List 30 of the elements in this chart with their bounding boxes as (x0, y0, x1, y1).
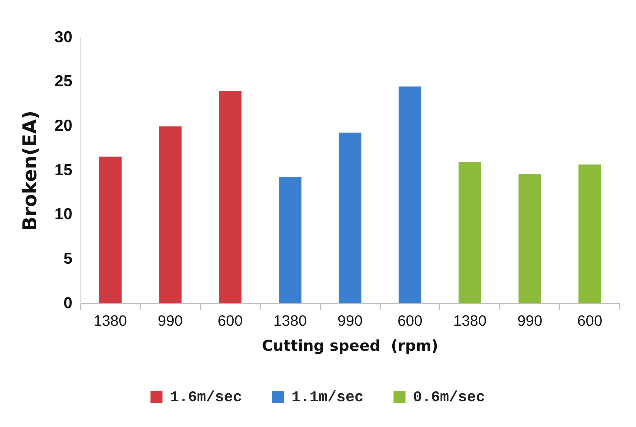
bar (99, 156, 122, 304)
x-axis-title: Cutting speed (rpm) (262, 336, 439, 355)
y-axis-title: Broken(EA) (19, 110, 42, 232)
bar (338, 132, 362, 304)
legend-label: 1.1m/sec (292, 389, 364, 406)
bar (279, 177, 302, 304)
legend-label: 1.6m/sec (170, 389, 242, 406)
y-tick-label: 15 (54, 162, 73, 180)
bar (159, 126, 182, 304)
y-tick-label: 20 (54, 118, 73, 136)
bar (578, 164, 602, 304)
x-tick-label: 600 (578, 313, 603, 330)
y-tick-label: 10 (54, 206, 73, 224)
y-tick-label: 25 (54, 74, 73, 91)
bar (398, 86, 422, 304)
x-tick-label: 990 (338, 313, 363, 330)
x-tick-label: 600 (398, 313, 423, 330)
y-tick-label: 0 (64, 295, 73, 312)
bar (219, 91, 242, 304)
x-tick-label: 1380 (274, 313, 308, 330)
legend-label: 0.6m/sec (413, 389, 486, 406)
x-tick-label: 600 (218, 313, 243, 330)
bar (458, 162, 482, 304)
x-tick-label: 1380 (94, 313, 128, 330)
bar (518, 174, 542, 304)
y-tick-label: 5 (64, 251, 73, 268)
y-tick-label: 30 (54, 29, 73, 46)
x-tick-label: 990 (158, 313, 184, 330)
x-tick-label: 1380 (453, 313, 487, 330)
x-tick-label: 990 (518, 313, 543, 330)
